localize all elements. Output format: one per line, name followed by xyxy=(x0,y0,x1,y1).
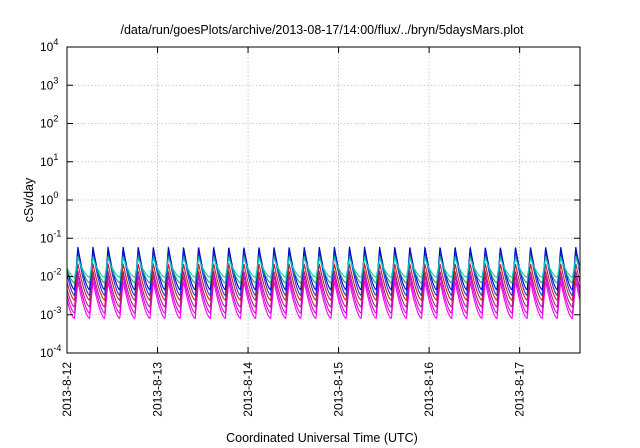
y-tick-labels: 104 103 102 101 100 10-1 10-2 10-3 10-4 xyxy=(40,37,61,360)
x-tick-label: 2013-8-13 xyxy=(151,362,165,417)
y-tick-label: 102 xyxy=(40,114,58,131)
x-tick-label: 2013-8-12 xyxy=(60,362,74,417)
y-tick-label: 10-4 xyxy=(40,343,61,360)
x-tick-labels: 2013-8-12 2013-8-13 2013-8-14 2013-8-15 2013… xyxy=(60,362,527,417)
series-line-3 xyxy=(67,261,580,302)
y-tick-label: 10-3 xyxy=(40,305,61,322)
y-tick-label: 10-2 xyxy=(40,267,61,284)
ticks xyxy=(66,46,580,354)
series-group xyxy=(67,246,580,320)
y-tick-label: 104 xyxy=(40,37,58,54)
series-line-2 xyxy=(67,269,580,308)
series-line-7 xyxy=(67,256,580,279)
x-tick-label: 2013-8-15 xyxy=(332,362,346,417)
y-axis-label: cSv/day xyxy=(22,177,36,222)
chart-title: /data/run/goesPlots/archive/2013-08-17/1… xyxy=(120,23,524,37)
y-tick-label: 103 xyxy=(40,75,58,92)
y-tick-label: 10-1 xyxy=(40,228,61,245)
y-tick-label: 100 xyxy=(40,190,58,207)
x-tick-label: 2013-8-17 xyxy=(513,362,527,417)
x-axis-label: Coordinated Universal Time (UTC) xyxy=(226,431,418,445)
y-tick-label: 101 xyxy=(40,152,58,169)
x-tick-label: 2013-8-16 xyxy=(422,362,436,417)
x-tick-label: 2013-8-14 xyxy=(241,362,255,417)
